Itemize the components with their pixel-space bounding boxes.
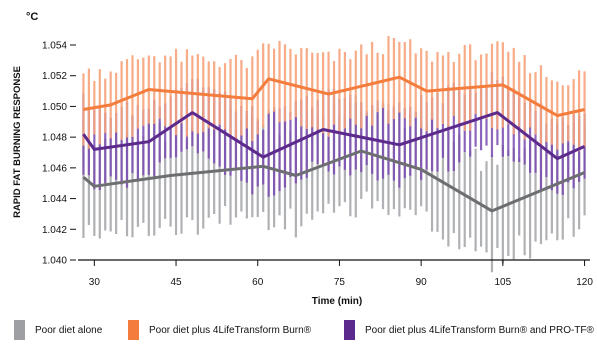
y-tick-label: 1.054 <box>42 41 67 52</box>
legend-swatch-orange <box>128 320 139 340</box>
x-tick-label: 90 <box>416 277 428 288</box>
x-tick-label: 45 <box>170 277 182 288</box>
legend-swatch-purple <box>344 320 355 340</box>
legend: Poor diet alone Poor diet plus 4LifeTran… <box>14 319 594 341</box>
x-tick-label: 120 <box>576 277 593 288</box>
y-tick-label: 1.052 <box>42 71 67 82</box>
y-tick-label: 1.046 <box>42 163 67 174</box>
legend-label: Poor diet plus 4LifeTransform Burn® and … <box>365 324 594 336</box>
y-axis-title: RAPID FAT BURNING RESPONSE <box>12 66 23 218</box>
y-axis: 1.040 1.042 1.044 1.046 1.048 1.050 1.052 1.054 <box>42 41 76 267</box>
y-unit-label: °C <box>26 11 38 23</box>
x-axis: 30 45 60 75 90 105 120 <box>78 259 593 288</box>
legend-label: Poor diet alone <box>35 324 103 336</box>
legend-item-poor-diet-alone: Poor diet alone <box>14 319 102 341</box>
x-tick-label: 75 <box>334 277 346 288</box>
y-tick-label: 1.040 <box>42 256 67 267</box>
x-axis-title: Time (min) <box>312 296 362 307</box>
y-tick-label: 1.042 <box>42 225 67 236</box>
series-line-0 <box>82 149 586 213</box>
y-tick-label: 1.048 <box>42 133 67 144</box>
legend-swatch-grey <box>14 320 25 340</box>
series-lines <box>82 75 586 213</box>
y-tick-label: 1.050 <box>42 102 67 113</box>
legend-label: Poor diet plus 4LifeTransform Burn® <box>149 324 312 336</box>
x-tick-label: 30 <box>89 277 101 288</box>
error-bands <box>82 36 586 273</box>
series-line-2 <box>82 111 586 161</box>
y-tick-label: 1.044 <box>42 194 67 205</box>
x-tick-label: 105 <box>495 277 512 288</box>
legend-item-burn: Poor diet plus 4LifeTransform Burn® <box>128 319 311 341</box>
legend-item-burn-pro-tf: Poor diet plus 4LifeTransform Burn® and … <box>344 319 594 341</box>
x-tick-label: 60 <box>252 277 264 288</box>
series-line-1 <box>83 75 585 118</box>
